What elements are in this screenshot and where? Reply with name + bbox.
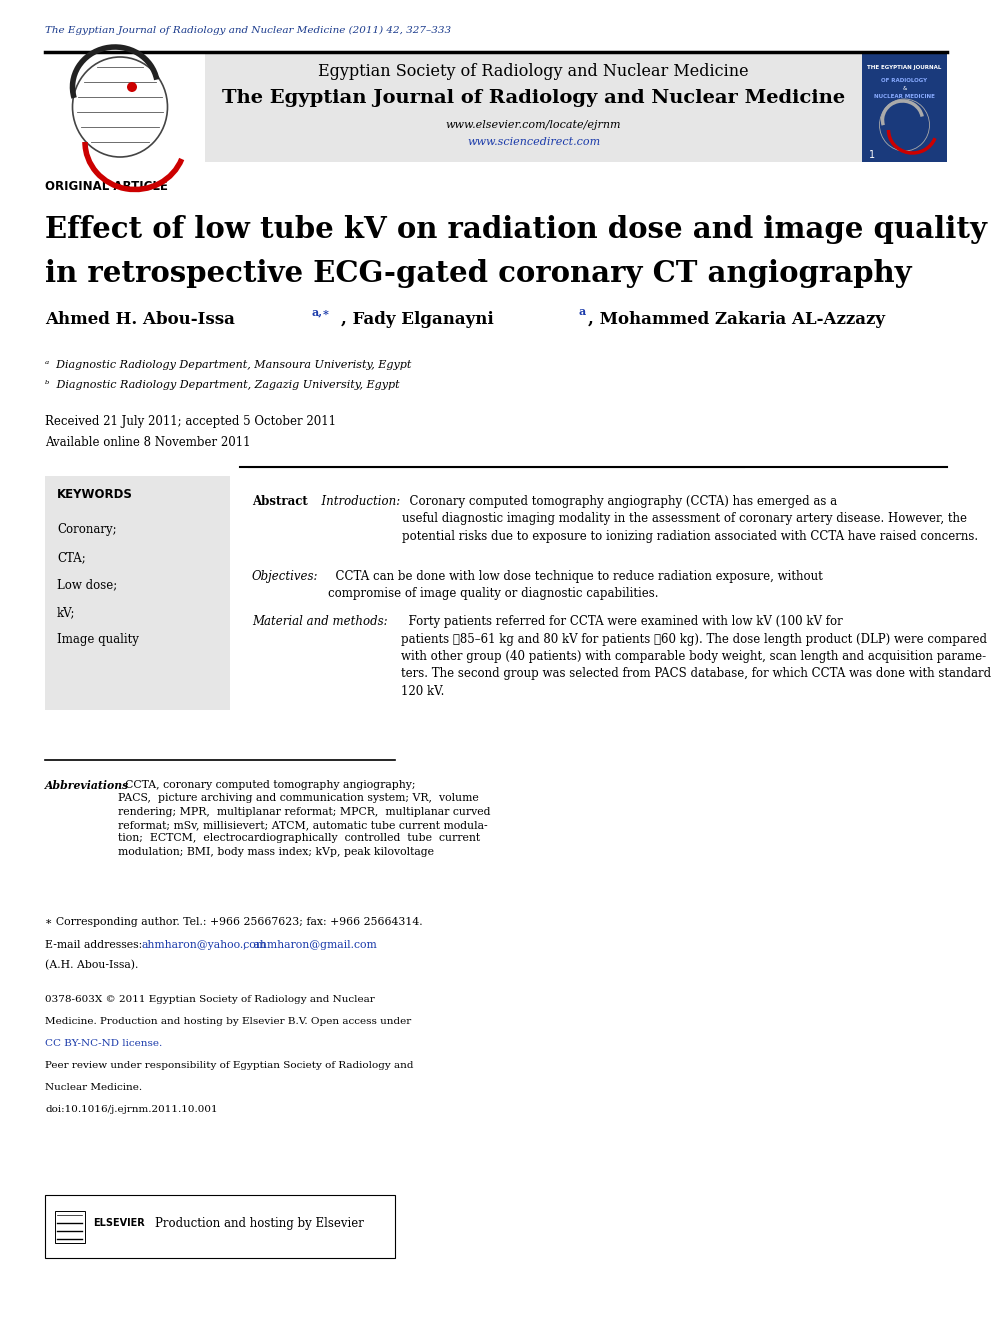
Text: in retrospective ECG-gated coronary CT angiography: in retrospective ECG-gated coronary CT a… <box>45 258 912 287</box>
Circle shape <box>127 82 137 93</box>
Text: CTA;: CTA; <box>57 550 85 564</box>
Text: &: & <box>903 86 907 90</box>
Text: Medicine. Production and hosting by Elsevier B.V. Open access under: Medicine. Production and hosting by Else… <box>45 1017 412 1027</box>
Text: ᵇ  Diagnostic Radiology Department, Zagazig University, Egypt: ᵇ Diagnostic Radiology Department, Zagaz… <box>45 380 400 390</box>
Text: ∗ Corresponding author. Tel.: +966 25667623; fax: +966 25664314.: ∗ Corresponding author. Tel.: +966 25667… <box>45 917 423 927</box>
Text: a: a <box>578 307 586 318</box>
Text: , Mohammed Zakaria AL-Azzazy: , Mohammed Zakaria AL-Azzazy <box>588 311 885 328</box>
Text: Objectives:: Objectives: <box>252 570 318 583</box>
Text: kV;: kV; <box>57 606 75 619</box>
Text: CCTA can be done with low dose technique to reduce radiation exposure, without
c: CCTA can be done with low dose technique… <box>328 570 822 601</box>
Bar <box>862 52 947 161</box>
Text: Available online 8 November 2011: Available online 8 November 2011 <box>45 435 251 448</box>
Text: E-mail addresses:: E-mail addresses: <box>45 941 146 950</box>
Text: Nuclear Medicine.: Nuclear Medicine. <box>45 1084 142 1091</box>
Text: www.sciencedirect.com: www.sciencedirect.com <box>467 138 600 147</box>
Text: The Egyptian Journal of Radiology and Nuclear Medicine (2011) 42, 327–333: The Egyptian Journal of Radiology and Nu… <box>45 25 451 34</box>
Text: www.elsevier.com/locate/ejrnm: www.elsevier.com/locate/ejrnm <box>445 120 621 130</box>
Bar <box>45 1195 395 1258</box>
Text: Coronary computed tomography angiography (CCTA) has emerged as a
useful diagnost: Coronary computed tomography angiography… <box>402 495 978 542</box>
Text: , Fady Elganayni: , Fady Elganayni <box>341 311 494 328</box>
Text: doi:10.1016/j.ejrnm.2011.10.001: doi:10.1016/j.ejrnm.2011.10.001 <box>45 1105 217 1114</box>
Text: (A.H. Abou-Issa).: (A.H. Abou-Issa). <box>45 960 138 970</box>
Text: ,  ahmharon@gmail.com: , ahmharon@gmail.com <box>243 941 377 950</box>
Text: Ahmed H. Abou-Issa: Ahmed H. Abou-Issa <box>45 311 235 328</box>
Text: Peer review under responsibility of Egyptian Society of Radiology and: Peer review under responsibility of Egyp… <box>45 1061 414 1070</box>
Text: Received 21 July 2011; accepted 5 October 2011: Received 21 July 2011; accepted 5 Octobe… <box>45 415 336 429</box>
Text: OF RADIOLOGY: OF RADIOLOGY <box>882 78 928 82</box>
Text: The Egyptian Journal of Radiology and Nuclear Medicine: The Egyptian Journal of Radiology and Nu… <box>222 89 845 107</box>
Bar <box>55 1211 85 1242</box>
Text: Production and hosting by Elsevier: Production and hosting by Elsevier <box>155 1217 364 1230</box>
Text: ELSEVIER: ELSEVIER <box>93 1218 145 1229</box>
Text: Image quality: Image quality <box>57 634 139 647</box>
Text: Abbreviations: Abbreviations <box>45 781 129 791</box>
Bar <box>45 476 230 710</box>
Text: Abstract: Abstract <box>252 495 308 508</box>
Text: : CCTA, coronary computed tomography angiography;
PACS,  picture archiving and c: : CCTA, coronary computed tomography ang… <box>118 781 490 857</box>
Text: Forty patients referred for CCTA were examined with low kV (100 kV for
patients : Forty patients referred for CCTA were ex… <box>401 615 991 699</box>
Text: ᵃ  Diagnostic Radiology Department, Mansoura Univeristy, Egypt: ᵃ Diagnostic Radiology Department, Manso… <box>45 360 412 370</box>
Text: Effect of low tube kV on radiation dose and image quality: Effect of low tube kV on radiation dose … <box>45 216 987 245</box>
Text: 1: 1 <box>869 149 875 160</box>
Text: Coronary;: Coronary; <box>57 524 117 537</box>
Text: a,∗: a,∗ <box>311 307 330 318</box>
Text: 0378-603X © 2011 Egyptian Society of Radiology and Nuclear: 0378-603X © 2011 Egyptian Society of Rad… <box>45 995 375 1004</box>
Text: Egyptian Society of Radiology and Nuclear Medicine: Egyptian Society of Radiology and Nuclea… <box>318 64 749 81</box>
Text: Material and methods:: Material and methods: <box>252 615 388 628</box>
Text: KEYWORDS: KEYWORDS <box>57 488 133 501</box>
Text: NUCLEAR MEDICINE: NUCLEAR MEDICINE <box>874 94 934 99</box>
Bar <box>205 52 862 161</box>
Text: Low dose;: Low dose; <box>57 578 117 591</box>
Text: THE EGYPTIAN JOURNAL: THE EGYPTIAN JOURNAL <box>867 66 941 70</box>
Text: ORIGINAL ARTICLE: ORIGINAL ARTICLE <box>45 180 168 193</box>
Text: Introduction:: Introduction: <box>314 495 400 508</box>
Text: CC BY-NC-ND license.: CC BY-NC-ND license. <box>45 1039 163 1048</box>
Text: ahmharon@yahoo.com: ahmharon@yahoo.com <box>142 941 267 950</box>
